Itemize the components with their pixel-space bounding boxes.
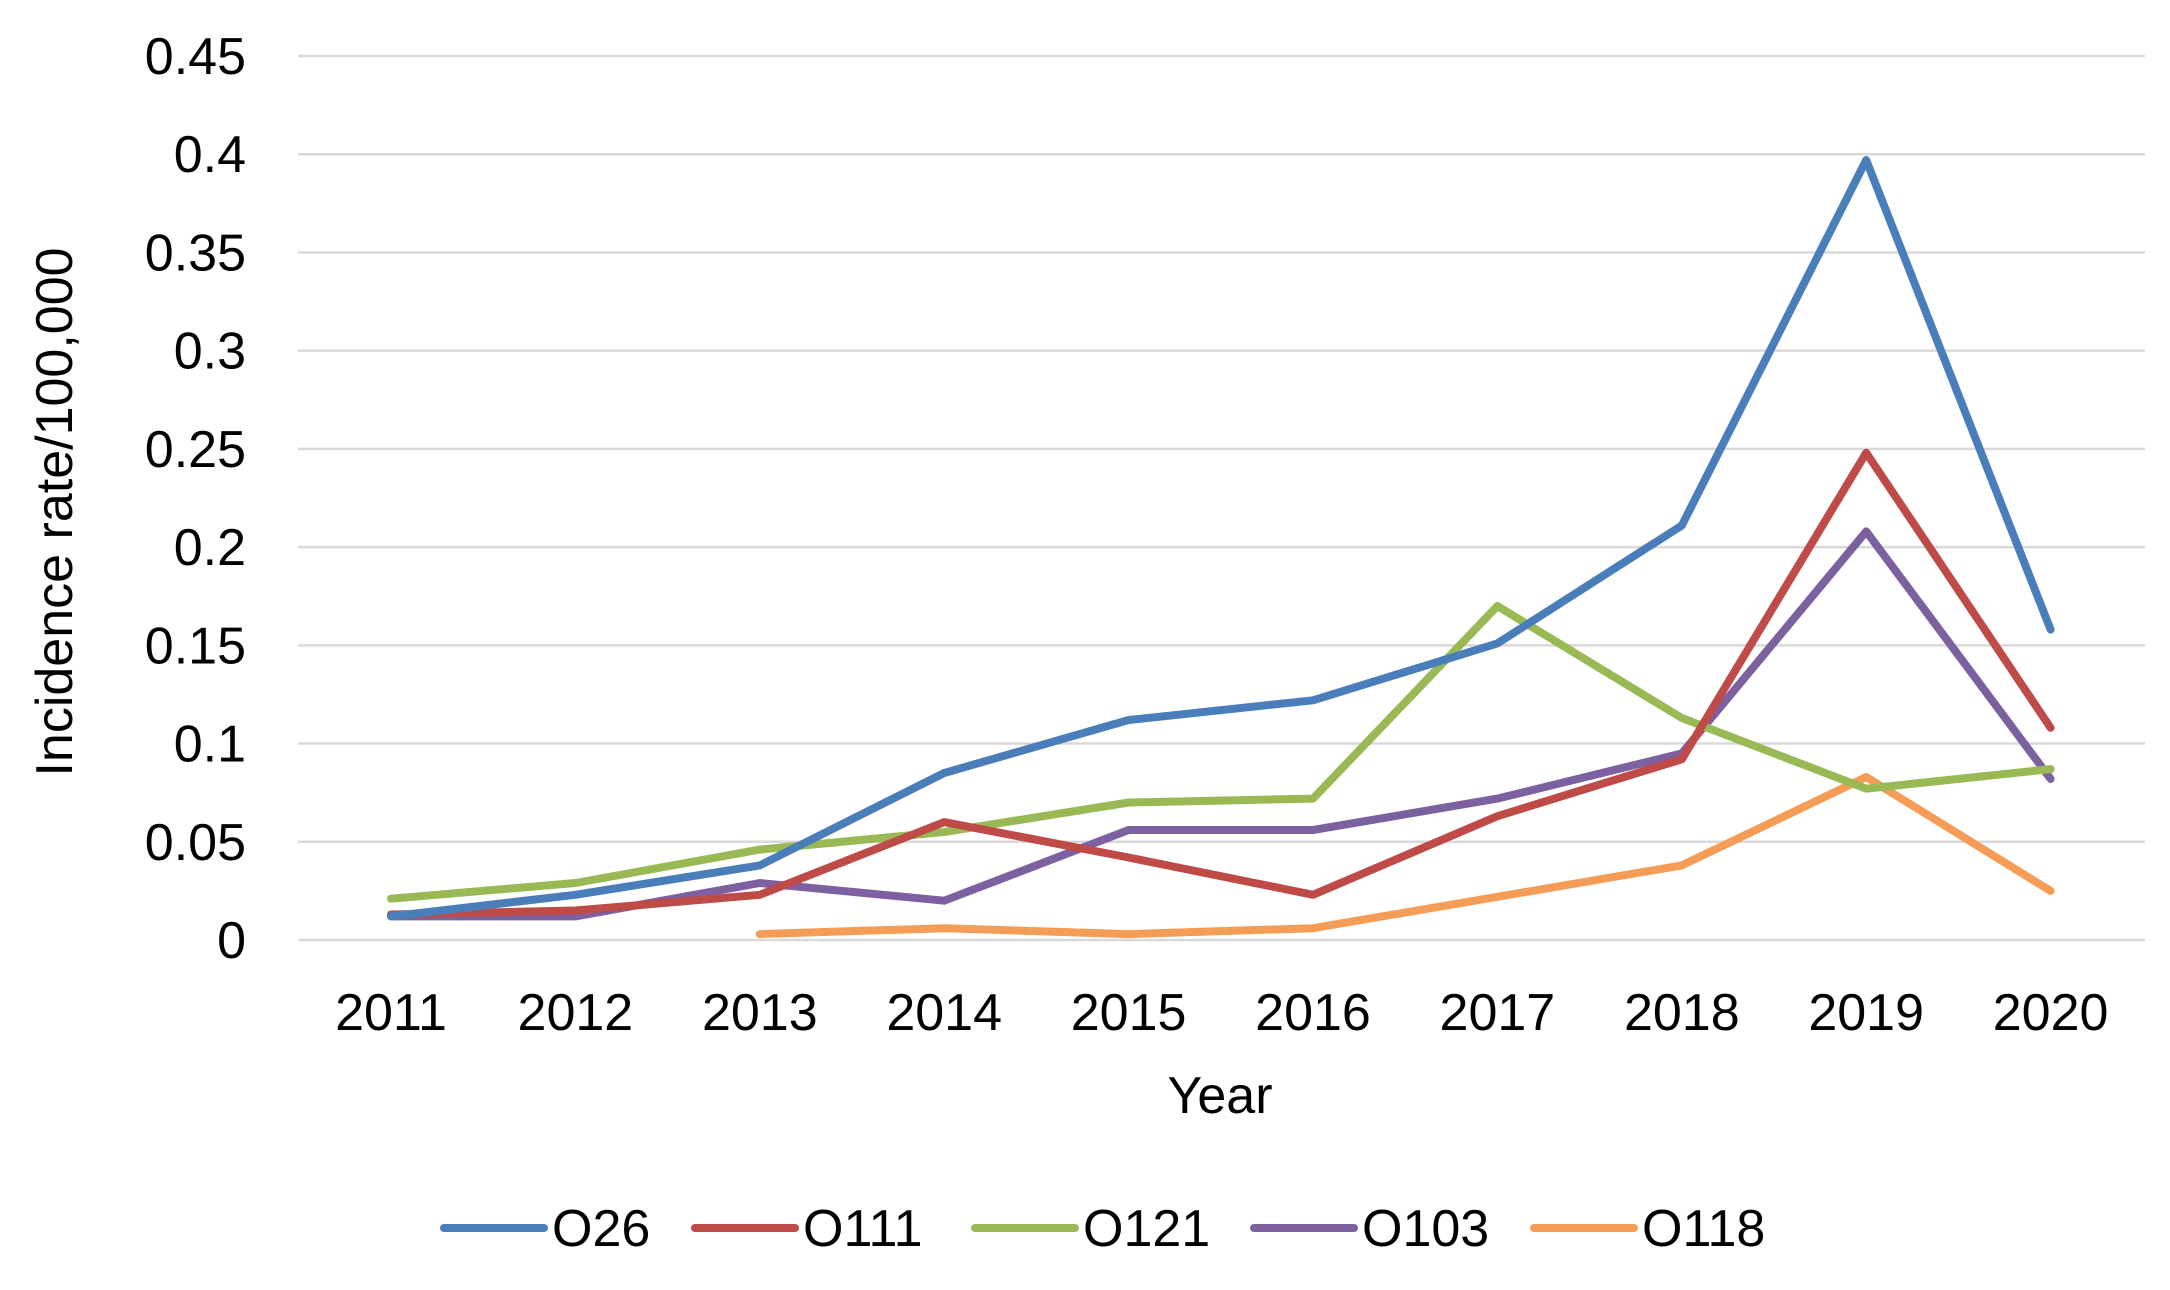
y-axis-tick-labels: 0 0.05 0.1 0.15 0.2 0.25 0.3 0.35 0.4 0.45: [145, 28, 246, 970]
series-line-o26: [387, 156, 2055, 921]
legend-label: O121: [1083, 1200, 1210, 1258]
legend-label: O118: [1642, 1200, 1765, 1258]
legend-item-o121: O121: [971, 1200, 1210, 1258]
legend-label: O26: [552, 1200, 650, 1258]
legend-item-o103: O103: [1250, 1200, 1489, 1258]
x-tick-label: 2020: [1993, 984, 2109, 1042]
x-tick-label: 2018: [1624, 984, 1740, 1042]
y-tick-label: 0.1: [174, 716, 246, 774]
series-line-o111: [387, 448, 2055, 919]
series-line-o121: [387, 602, 2055, 903]
y-tick-label: 0.4: [174, 126, 246, 184]
legend: O26 O111 O121 O103 O118: [440, 1200, 1765, 1258]
x-tick-label: 2014: [886, 984, 1002, 1042]
legend-item-o26: O26: [440, 1200, 650, 1258]
y-axis-title: Incidence rate/100,000: [26, 247, 84, 776]
gridlines: [298, 54, 2145, 942]
y-tick-label: 0.05: [145, 814, 246, 872]
y-tick-label: 0: [217, 912, 246, 970]
x-tick-label: 2019: [1808, 984, 1924, 1042]
y-tick-label: 0.35: [145, 224, 246, 282]
series-line-o118: [755, 773, 2055, 939]
x-tick-label: 2015: [1071, 984, 1187, 1042]
y-tick-label: 0.25: [145, 421, 246, 479]
y-tick-label: 0.15: [145, 617, 246, 675]
series-line-o103: [387, 527, 2055, 921]
y-tick-label: 0.45: [145, 28, 246, 86]
legend-label: O111: [803, 1200, 923, 1258]
legend-item-o111: O111: [691, 1200, 923, 1258]
series-lines: [387, 156, 2055, 939]
y-tick-label: 0.3: [174, 323, 246, 381]
x-tick-label: 2013: [702, 984, 818, 1042]
y-tick-label: 0.2: [174, 519, 246, 577]
x-tick-label: 2017: [1440, 984, 1556, 1042]
x-tick-label: 2012: [518, 984, 634, 1042]
legend-item-o118: O118: [1530, 1200, 1765, 1258]
legend-label: O103: [1362, 1200, 1489, 1258]
x-axis-title: Year: [1167, 1067, 1272, 1125]
x-tick-label: 2011: [335, 984, 447, 1042]
x-tick-label: 2016: [1255, 984, 1371, 1042]
x-axis-tick-labels: 2011 2012 2013 2014 2015 2016 2017 2018 2019 2020: [335, 984, 2108, 1042]
